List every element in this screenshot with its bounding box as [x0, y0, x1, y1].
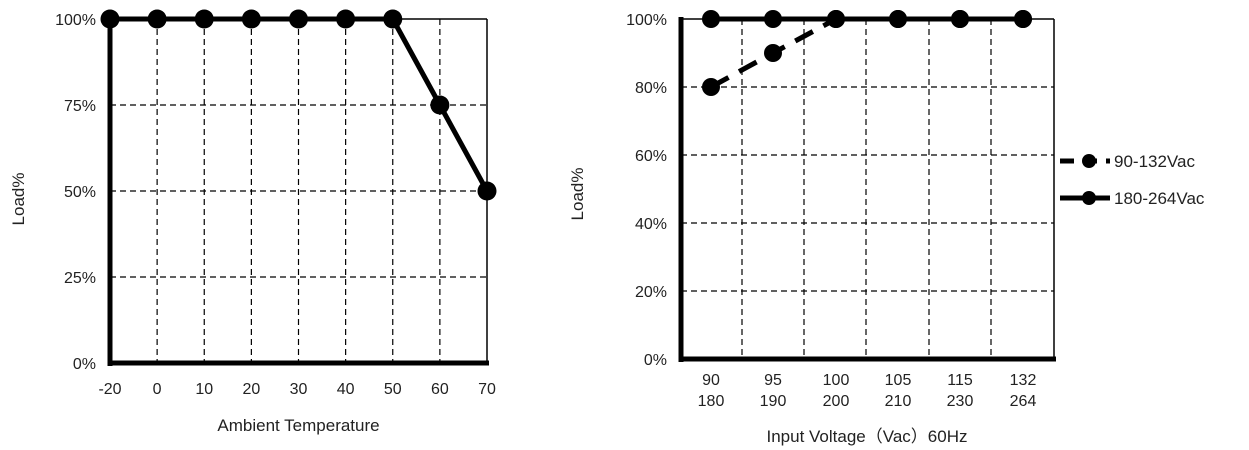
- data-point: [951, 10, 969, 28]
- x-tick-label: 50: [384, 381, 402, 398]
- y-axis-title: Load%: [9, 173, 28, 226]
- y-tick-label: 25%: [64, 270, 96, 287]
- x-tick-label: 0: [153, 381, 162, 398]
- x-tick-label-bottom: 190: [760, 393, 787, 410]
- y-tick-label: 0%: [644, 352, 667, 369]
- x-tick-label-top: 105: [885, 372, 912, 389]
- x-tick-label-bottom: 210: [885, 393, 912, 410]
- x-tick-label: 20: [242, 381, 260, 398]
- x-tick-label: 10: [195, 381, 213, 398]
- data-point: [194, 9, 214, 29]
- y-tick-label: 0%: [73, 356, 96, 373]
- data-point: [147, 9, 167, 29]
- y-tick-label: 80%: [635, 80, 667, 97]
- legend-label: 180-264Vac: [1114, 189, 1205, 208]
- y-tick-label: 60%: [635, 148, 667, 165]
- y-tick-label: 100%: [55, 12, 96, 29]
- y-tick-label: 40%: [635, 216, 667, 233]
- data-point: [827, 10, 845, 28]
- x-tick-label-top: 115: [947, 372, 973, 389]
- data-point: [889, 10, 907, 28]
- y-axis-title: Load%: [568, 168, 587, 221]
- y-tick-label: 75%: [64, 98, 96, 115]
- x-tick-label-bottom: 200: [823, 393, 850, 410]
- legend-label: 90-132Vac: [1114, 152, 1195, 171]
- x-tick-label-top: 132: [1010, 372, 1037, 389]
- data-point: [764, 10, 782, 28]
- x-tick-label-bottom: 180: [698, 393, 725, 410]
- x-tick-label-bottom: 264: [1010, 393, 1037, 410]
- legend-swatch-marker: [1082, 191, 1096, 205]
- data-point: [702, 78, 720, 96]
- data-point: [430, 95, 450, 115]
- y-tick-label: 20%: [635, 284, 667, 301]
- x-axis-title: Ambient Temperature: [217, 416, 379, 435]
- data-point: [336, 9, 356, 29]
- y-tick-label: 100%: [626, 12, 667, 29]
- data-point: [702, 10, 720, 28]
- data-point: [477, 181, 497, 201]
- x-tick-label: 60: [431, 381, 449, 398]
- data-point: [383, 9, 403, 29]
- x-tick-label: -20: [98, 381, 121, 398]
- x-axis-title: Input Voltage（Vac）60Hz: [767, 427, 968, 446]
- series-line: [709, 16, 1023, 90]
- x-tick-label: 40: [337, 381, 355, 398]
- chart-left: 0% 25% 50% 75% 100% -20 0 10 20 30 40 50 60 70 Ambient…: [9, 9, 497, 435]
- legend-swatch-marker: [1082, 154, 1096, 168]
- data-point: [241, 9, 261, 29]
- x-tick-label: 30: [290, 381, 308, 398]
- chart-right: 0% 20% 40% 60% 80% 100% 90 180 95 190 100 200 105 210…: [568, 10, 1205, 446]
- y-tick-label: 50%: [64, 184, 96, 201]
- x-tick-label-top: 100: [823, 372, 850, 389]
- x-tick-label-bottom: 230: [947, 393, 974, 410]
- x-tick-label-top: 90: [702, 372, 720, 389]
- data-point: [764, 44, 782, 62]
- data-point: [1014, 10, 1032, 28]
- x-tick-label-top: 95: [764, 372, 782, 389]
- x-tick-label: 70: [478, 381, 496, 398]
- data-point: [100, 9, 120, 29]
- data-point: [289, 9, 308, 29]
